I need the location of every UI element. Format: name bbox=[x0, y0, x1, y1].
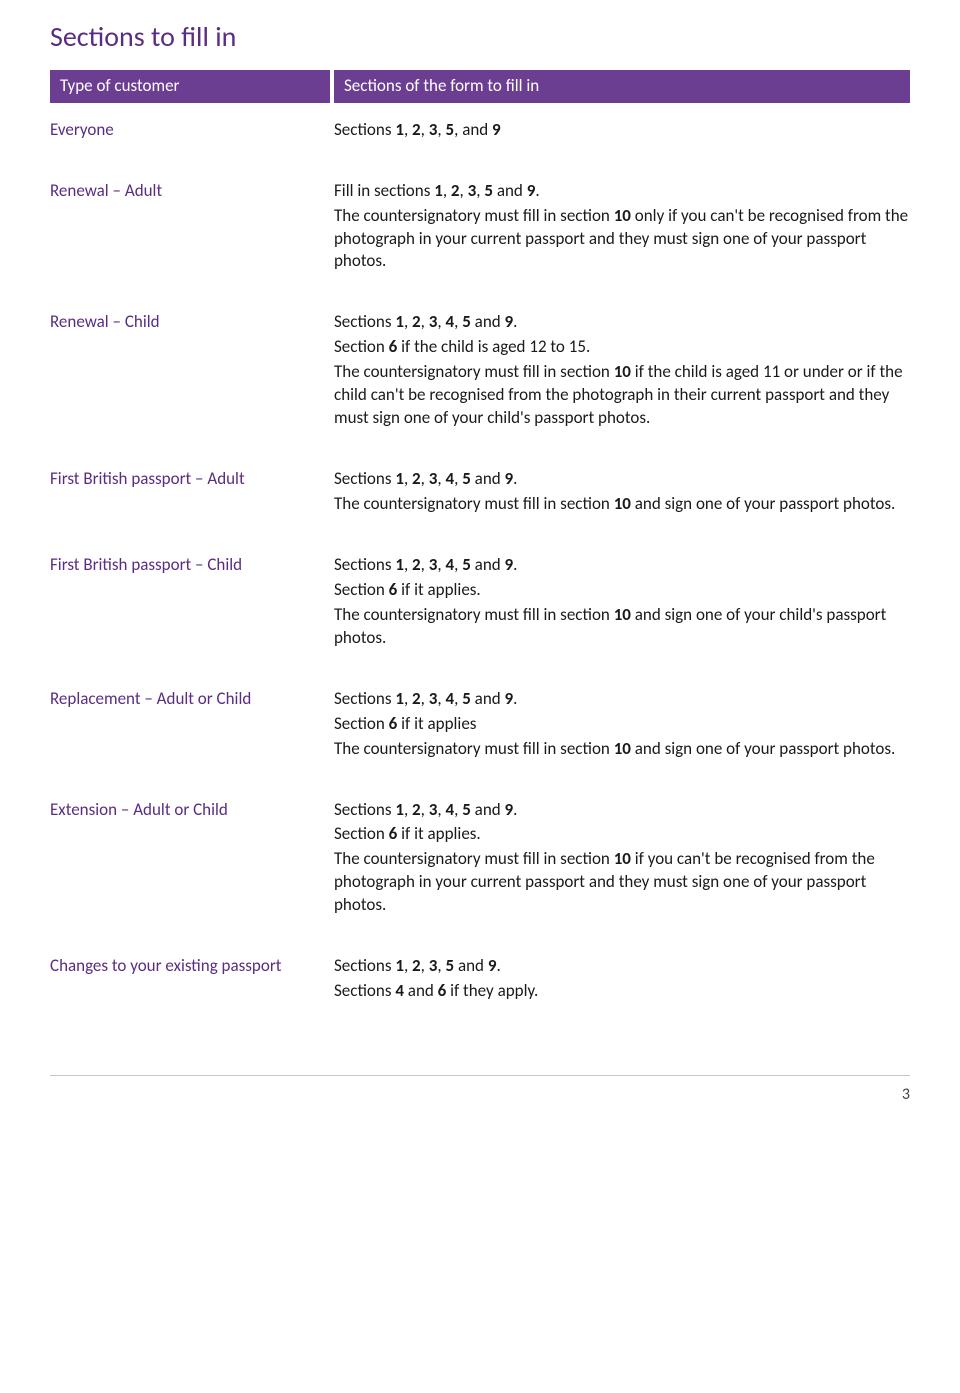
row-right-content: Sections 1, 2, 3, 5 and 9.Sections 4 and… bbox=[330, 955, 910, 1005]
row-right-content: Sections 1, 2, 3, 4, 5 and 9.Section 6 i… bbox=[330, 799, 910, 920]
row-right-content: Sections 1, 2, 3, 4, 5 and 9.The counter… bbox=[330, 468, 910, 518]
row-paragraph: Section 6 if it applies. bbox=[334, 823, 910, 846]
page-footer: 3 bbox=[50, 1075, 910, 1106]
header-right: Sections of the form to fill in bbox=[334, 70, 910, 103]
row-left-label: First British passport – Adult bbox=[50, 468, 330, 518]
row-right-content: Sections 1, 2, 3, 4, 5 and 9.Section 6 i… bbox=[330, 311, 910, 432]
table-row: Changes to your existing passportSection… bbox=[50, 955, 910, 1005]
row-paragraph: Sections 1, 2, 3, 4, 5 and 9. bbox=[334, 468, 910, 491]
row-right-content: Sections 1, 2, 3, 4, 5 and 9.Section 6 i… bbox=[330, 688, 910, 763]
row-paragraph: Sections 1, 2, 3, 4, 5 and 9. bbox=[334, 688, 910, 711]
table-header: Type of customer Sections of the form to… bbox=[50, 70, 910, 103]
row-left-label: Renewal – Child bbox=[50, 311, 330, 432]
row-left-label: Changes to your existing passport bbox=[50, 955, 330, 1005]
rows-container: EveryoneSections 1, 2, 3, 5, and 9 Renewa… bbox=[50, 119, 910, 1005]
table-row: First British passport – AdultSections 1… bbox=[50, 468, 910, 518]
row-left-label: Renewal – Adult bbox=[50, 180, 330, 276]
row-paragraph: The countersignatory must fill in sectio… bbox=[334, 604, 910, 650]
row-right-content: Fill in sections 1, 2, 3, 5 and 9.The co… bbox=[330, 180, 910, 276]
row-paragraph: The countersignatory must fill in sectio… bbox=[334, 493, 910, 516]
row-paragraph: Fill in sections 1, 2, 3, 5 and 9. bbox=[334, 180, 910, 203]
row-left-label: First British passport – Child bbox=[50, 554, 330, 652]
table-row: Replacement – Adult or ChildSections 1, … bbox=[50, 688, 910, 763]
row-right-content: Sections 1, 2, 3, 5, and 9 bbox=[330, 119, 910, 144]
row-paragraph: The countersignatory must fill in sectio… bbox=[334, 738, 910, 761]
table-row: First British passport – ChildSections 1… bbox=[50, 554, 910, 652]
table-row: EveryoneSections 1, 2, 3, 5, and 9 bbox=[50, 119, 910, 144]
page-number: 3 bbox=[902, 1085, 910, 1104]
row-paragraph: Sections 1, 2, 3, 5, and 9 bbox=[334, 119, 910, 142]
row-paragraph: The countersignatory must fill in sectio… bbox=[334, 848, 910, 917]
header-left: Type of customer bbox=[50, 70, 330, 103]
row-paragraph: Sections 1, 2, 3, 4, 5 and 9. bbox=[334, 799, 910, 822]
row-paragraph: Sections 4 and 6 if they apply. bbox=[334, 980, 910, 1003]
table-row: Renewal – ChildSections 1, 2, 3, 4, 5 an… bbox=[50, 311, 910, 432]
row-left-label: Everyone bbox=[50, 119, 330, 144]
row-paragraph: The countersignatory must fill in sectio… bbox=[334, 361, 910, 430]
page-title: Sections to fill in bbox=[50, 18, 910, 56]
row-paragraph: Section 6 if the child is aged 12 to 15. bbox=[334, 336, 910, 359]
table-row: Extension – Adult or ChildSections 1, 2,… bbox=[50, 799, 910, 920]
row-paragraph: The countersignatory must fill in sectio… bbox=[334, 205, 910, 274]
row-paragraph: Sections 1, 2, 3, 5 and 9. bbox=[334, 955, 910, 978]
row-paragraph: Sections 1, 2, 3, 4, 5 and 9. bbox=[334, 311, 910, 334]
table-row: Renewal – AdultFill in sections 1, 2, 3,… bbox=[50, 180, 910, 276]
row-paragraph: Section 6 if it applies bbox=[334, 713, 910, 736]
row-right-content: Sections 1, 2, 3, 4, 5 and 9.Section 6 i… bbox=[330, 554, 910, 652]
row-paragraph: Section 6 if it applies. bbox=[334, 579, 910, 602]
row-left-label: Replacement – Adult or Child bbox=[50, 688, 330, 763]
row-left-label: Extension – Adult or Child bbox=[50, 799, 330, 920]
row-paragraph: Sections 1, 2, 3, 4, 5 and 9. bbox=[334, 554, 910, 577]
